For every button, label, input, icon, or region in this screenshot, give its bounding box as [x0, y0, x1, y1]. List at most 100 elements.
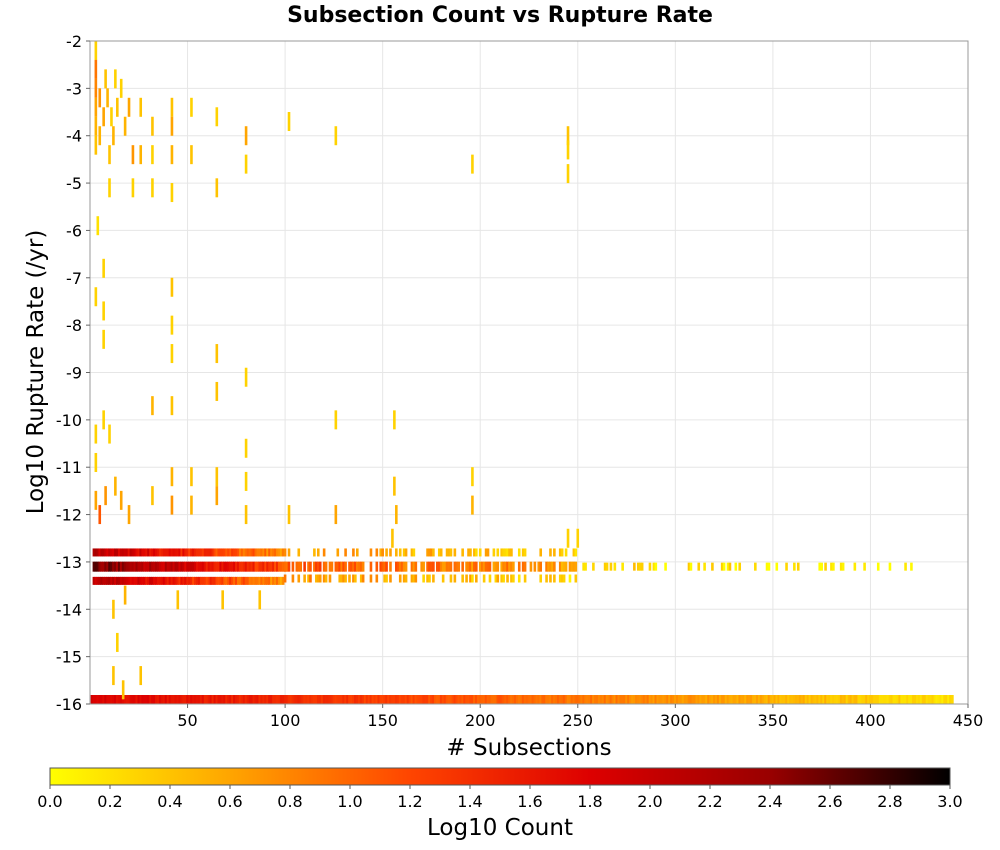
heatmap-band-cell — [843, 695, 847, 704]
heatmap-band-cell — [547, 561, 550, 572]
heatmap-band-cell — [361, 695, 365, 704]
heatmap-band-cell — [90, 695, 94, 704]
heatmap-band-cell — [459, 695, 463, 704]
x-tick-label: 250 — [563, 711, 594, 730]
heatmap-band-cell — [168, 576, 172, 585]
heatmap-band-cell — [131, 695, 135, 704]
heatmap-band-cell — [798, 695, 802, 704]
heatmap-band-cell — [687, 695, 691, 704]
heatmap-band-cell — [469, 548, 472, 557]
heatmap-band-cell — [135, 561, 139, 572]
x-tick-label: 400 — [855, 711, 886, 730]
heatmap-band-cell — [818, 562, 822, 571]
heatmap-cell — [94, 287, 98, 307]
heatmap-band-cell — [691, 695, 695, 704]
heatmap-band-cell — [941, 695, 944, 704]
grid — [90, 40, 969, 705]
heatmap-band-cell — [223, 695, 226, 704]
heatmap-band-cell — [728, 695, 732, 704]
heatmap-band-cell — [668, 695, 671, 704]
heatmap-band-cell — [375, 574, 379, 583]
heatmap-band-cell — [793, 695, 796, 704]
heatmap-marks — [90, 40, 954, 704]
heatmap-cell — [176, 590, 180, 610]
heatmap-band-cell — [539, 574, 543, 583]
heatmap-band-cell — [888, 562, 892, 571]
heatmap-band-cell — [465, 695, 468, 704]
heatmap-band-cell — [155, 561, 158, 572]
heatmap-band-cell — [621, 695, 624, 704]
x-tick-label: 350 — [758, 711, 789, 730]
heatmap-band-cell — [180, 548, 184, 557]
y-tick-label: -16 — [56, 695, 82, 714]
heatmap-band-cell — [110, 695, 113, 704]
heatmap-band-cell — [205, 576, 209, 585]
heatmap-cell — [114, 69, 117, 89]
heatmap-band-cell — [170, 548, 174, 557]
heatmap-band-cell — [434, 695, 437, 704]
y-tick-label: -14 — [56, 600, 82, 619]
heatmap-band-cell — [874, 695, 878, 704]
heatmap-band-cell — [322, 548, 326, 557]
heatmap-band-cell — [867, 695, 870, 704]
heatmap-band-cell — [211, 576, 215, 585]
heatmap-band-cell — [839, 562, 843, 571]
heatmap-cell — [566, 164, 570, 184]
heatmap-band-cell — [340, 695, 343, 704]
heatmap-band-cell — [250, 548, 254, 557]
heatmap-band-cell — [722, 695, 726, 704]
heatmap-band-cell — [320, 695, 324, 704]
heatmap-band-cell — [116, 576, 119, 585]
colorbar-tick-label: 2.8 — [877, 792, 902, 811]
heatmap-band-cell — [572, 695, 576, 704]
heatmap-band-cell — [588, 695, 591, 704]
heatmap-band-cell — [225, 548, 228, 557]
heatmap-band-cell — [865, 695, 868, 704]
heatmap-band-cell — [340, 561, 343, 572]
heatmap-band-cell — [404, 561, 408, 572]
heatmap-band-cell — [793, 562, 796, 571]
heatmap-band-cell — [116, 548, 119, 557]
heatmap-band-cell — [549, 574, 552, 583]
heatmap-band-cell — [473, 695, 476, 704]
heatmap-band-cell — [211, 695, 215, 704]
heatmap-band-cell — [910, 695, 913, 704]
colorbar-ticks: 0.0 0.2 0.4 0.6 0.8 1.0 1.2 1.4 1.6 1.8 2.0 2.2 2.4 2… — [37, 785, 963, 811]
heatmap-band-cell — [404, 548, 408, 557]
heatmap-band-cell — [679, 695, 683, 704]
heatmap-band-cell — [106, 695, 109, 704]
heatmap-band-cell — [553, 574, 556, 583]
heatmap-band-cell — [426, 574, 429, 583]
heatmap-band-cell — [689, 562, 693, 571]
heatmap-band-cell — [361, 574, 365, 583]
heatmap-band-cell — [219, 576, 223, 585]
heatmap-band-cell — [385, 695, 388, 704]
heatmap-band-cell — [344, 561, 347, 572]
heatmap-band-cell — [137, 561, 141, 572]
heatmap-band-cell — [180, 561, 184, 572]
heatmap-band-cell — [820, 562, 823, 571]
y-tick-label: -12 — [56, 506, 82, 525]
colorbar-tick-label: 2.6 — [817, 792, 842, 811]
heatmap-band-cell — [196, 561, 199, 572]
heatmap-band-cell — [453, 574, 457, 583]
heatmap-band-cell — [890, 695, 894, 704]
heatmap-band-cell — [326, 695, 330, 704]
heatmap-band-cell — [338, 574, 342, 583]
heatmap-band-cell — [660, 695, 663, 704]
heatmap-band-cell — [441, 561, 445, 572]
heatmap-band-cell — [162, 695, 166, 704]
heatmap-band-cell — [354, 561, 357, 572]
heatmap-band-cell — [560, 695, 564, 704]
heatmap-cell — [110, 107, 113, 127]
heatmap-band-cell — [553, 695, 556, 704]
heatmap-band-cell — [283, 548, 287, 557]
heatmap-band-cell — [184, 695, 187, 704]
heatmap-cell — [98, 126, 102, 146]
heatmap-band-cell — [775, 562, 779, 571]
heatmap-band-cell — [352, 561, 355, 572]
heatmap-band-cell — [847, 695, 851, 704]
heatmap-cell — [393, 410, 396, 430]
heatmap-band-cell — [841, 695, 845, 704]
heatmap-band-cell — [250, 695, 254, 704]
